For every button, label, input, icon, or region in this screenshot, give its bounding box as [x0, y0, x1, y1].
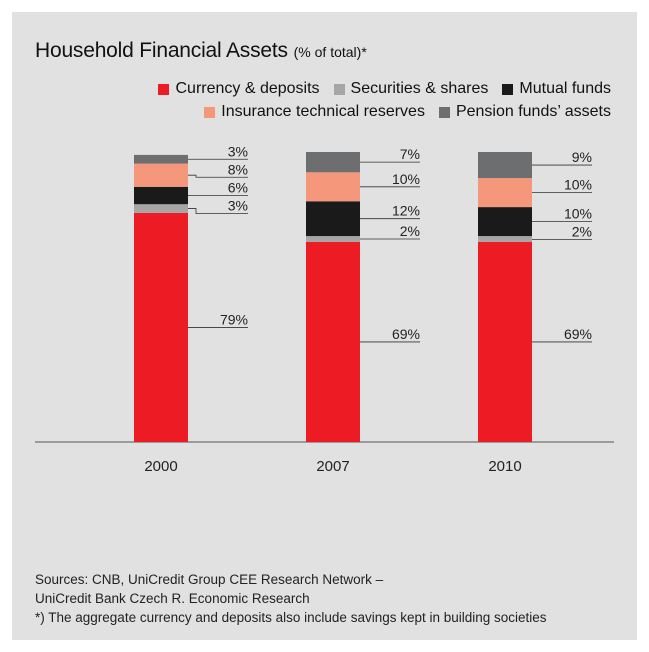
- label-leader: [188, 208, 248, 214]
- data-label: 7%: [400, 146, 420, 162]
- label-leader: [188, 174, 248, 178]
- data-label: 3%: [228, 198, 248, 214]
- legend-swatch: [204, 106, 216, 118]
- bar-segment: [306, 241, 360, 442]
- legend-swatch: [333, 83, 345, 95]
- bar-segment: [306, 172, 360, 202]
- x-tick-label: 2007: [316, 458, 349, 475]
- data-label: 79%: [220, 311, 248, 327]
- legend-label: Pension funds’ assets: [455, 103, 611, 120]
- sources-line-2: UniCredit Bank Czech R. Economic Researc…: [35, 591, 310, 606]
- bar-segment: [134, 204, 188, 213]
- bar-segment: [134, 163, 188, 187]
- footnote: *) The aggregate currency and deposits a…: [35, 610, 547, 625]
- bar-segment: [134, 212, 188, 442]
- data-label: 69%: [564, 326, 592, 342]
- legend-row: Insurance technical reserves Pension fund…: [204, 103, 611, 121]
- bar-segment: [134, 154, 188, 164]
- data-label: 10%: [564, 177, 592, 193]
- data-label: 3%: [228, 143, 248, 159]
- data-label: 8%: [228, 161, 248, 177]
- legend-item: Currency & deposits: [158, 80, 320, 98]
- legend-swatch: [158, 83, 170, 95]
- data-label: 10%: [392, 171, 420, 187]
- bar-segment: [478, 236, 532, 242]
- legend-swatch: [438, 106, 450, 118]
- legend-label: Insurance technical reserves: [221, 103, 425, 120]
- bar-segment: [306, 152, 360, 173]
- legend-row: Currency & deposits Securities & shares Mu…: [158, 80, 611, 98]
- x-tick-label: 2000: [144, 458, 177, 475]
- data-label: 2%: [400, 223, 420, 239]
- x-tick-label: 2010: [488, 458, 521, 475]
- sources-line-1: Sources: CNB, UniCredit Group CEE Resear…: [35, 572, 384, 587]
- bar-segment: [478, 241, 532, 442]
- data-label: 2%: [572, 224, 592, 240]
- legend-item: Insurance technical reserves: [204, 103, 425, 121]
- legend-item: Pension funds’ assets: [438, 103, 611, 121]
- bar-segment: [306, 236, 360, 242]
- legend-item: Securities & shares: [333, 80, 489, 98]
- bar-segment: [478, 178, 532, 208]
- chart-title: Household Financial Assets (% of total)*: [35, 39, 367, 63]
- legend-label: Securities & shares: [350, 80, 489, 97]
- data-label: 10%: [564, 206, 592, 222]
- data-label: 9%: [572, 149, 592, 165]
- data-label: 12%: [392, 203, 420, 219]
- chart-subtitle: (% of total)*: [293, 44, 367, 60]
- bar-segment: [478, 152, 532, 179]
- data-label: 6%: [228, 180, 248, 196]
- bar-segment: [134, 186, 188, 205]
- bar-segment: [306, 201, 360, 237]
- bar-segment: [478, 207, 532, 237]
- chart-title-main: Household Financial Assets: [35, 39, 288, 62]
- data-label: 69%: [392, 326, 420, 342]
- legend-item: Mutual funds: [502, 80, 611, 98]
- legend-swatch: [502, 83, 514, 95]
- legend-label: Currency & deposits: [175, 80, 320, 97]
- sources-note: Sources: CNB, UniCredit Group CEE Resear…: [35, 570, 547, 627]
- legend-label: Mutual funds: [519, 80, 611, 97]
